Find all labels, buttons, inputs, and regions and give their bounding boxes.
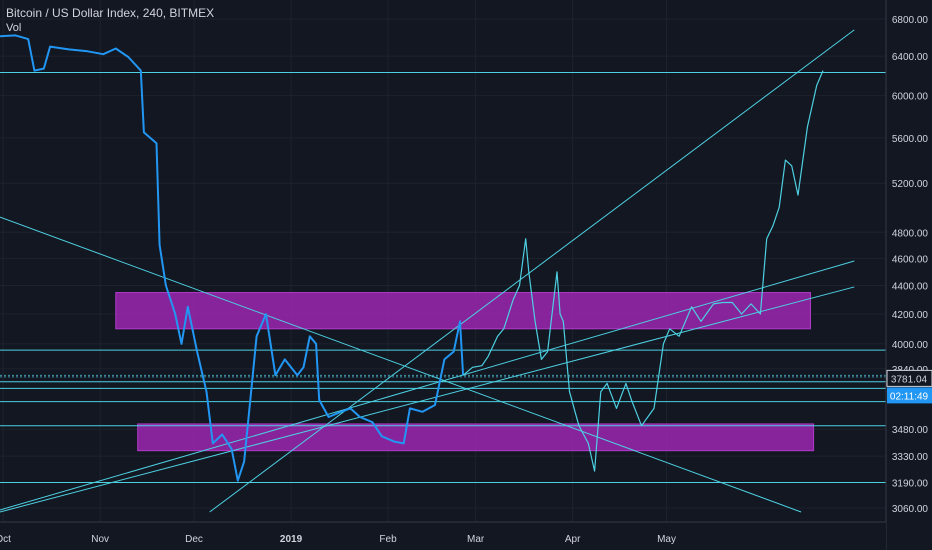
- price-tick-label: 5200.00: [892, 179, 929, 190]
- volume-label: Vol: [6, 22, 22, 34]
- price-badges: 3781.04 02:11:49: [886, 369, 932, 404]
- time-tick-label: Dec: [185, 534, 203, 545]
- price-tick-label: 6400.00: [892, 52, 929, 63]
- time-tick-label: May: [657, 534, 676, 545]
- price-series: [0, 34, 824, 482]
- price-axis-background: [886, 0, 932, 550]
- price-tick-label: 4600.00: [892, 254, 929, 265]
- horizontal-levels[interactable]: [0, 72, 886, 483]
- price-tick-label: 6000.00: [892, 92, 929, 103]
- projection-line: [462, 70, 824, 472]
- time-tick-label: Mar: [467, 534, 485, 545]
- time-tick-label: Oct: [0, 534, 11, 545]
- time-tick-label: Nov: [91, 534, 109, 545]
- price-axis[interactable]: 6800.00 6400.00 6000.00 5600.00 5200.00 4800.…: [885, 0, 932, 550]
- trendline[interactable]: [0, 260, 855, 511]
- trendline[interactable]: [0, 216, 802, 513]
- time-axis[interactable]: Oct Nov Dec 2019 Feb Mar Apr May: [0, 521, 886, 550]
- price-zone[interactable]: [137, 423, 815, 452]
- countdown-badge: [887, 387, 932, 404]
- price-tick-label: 4800.00: [892, 228, 929, 239]
- last-price-value: 3781.04: [891, 374, 928, 385]
- trendline[interactable]: [209, 29, 855, 513]
- price-tick-label: 5600.00: [892, 134, 929, 145]
- price-tick-label: 4200.00: [892, 310, 929, 321]
- trendline[interactable]: [0, 286, 855, 513]
- trendlines[interactable]: [0, 29, 855, 513]
- countdown-value: 02:11:49: [890, 391, 929, 402]
- price-line: [0, 34, 465, 482]
- chart-title: Bitcoin / US Dollar Index, 240, BITMEX: [6, 6, 215, 20]
- price-tick-label: 3060.00: [892, 504, 929, 515]
- time-tick-label: 2019: [280, 534, 303, 545]
- time-tick-label: Apr: [565, 534, 581, 545]
- time-axis-background: [0, 522, 886, 550]
- price-tick-label: 3330.00: [892, 452, 929, 463]
- time-tick-label: Feb: [379, 534, 397, 545]
- last-price-badge: [886, 369, 932, 387]
- price-tick-label: 4000.00: [892, 340, 929, 351]
- price-tick-label: 4400.00: [892, 282, 929, 293]
- price-tick-label: 3480.00: [892, 425, 929, 436]
- price-tick-label: 3190.00: [892, 478, 929, 489]
- price-tick-label: 6800.00: [892, 15, 929, 26]
